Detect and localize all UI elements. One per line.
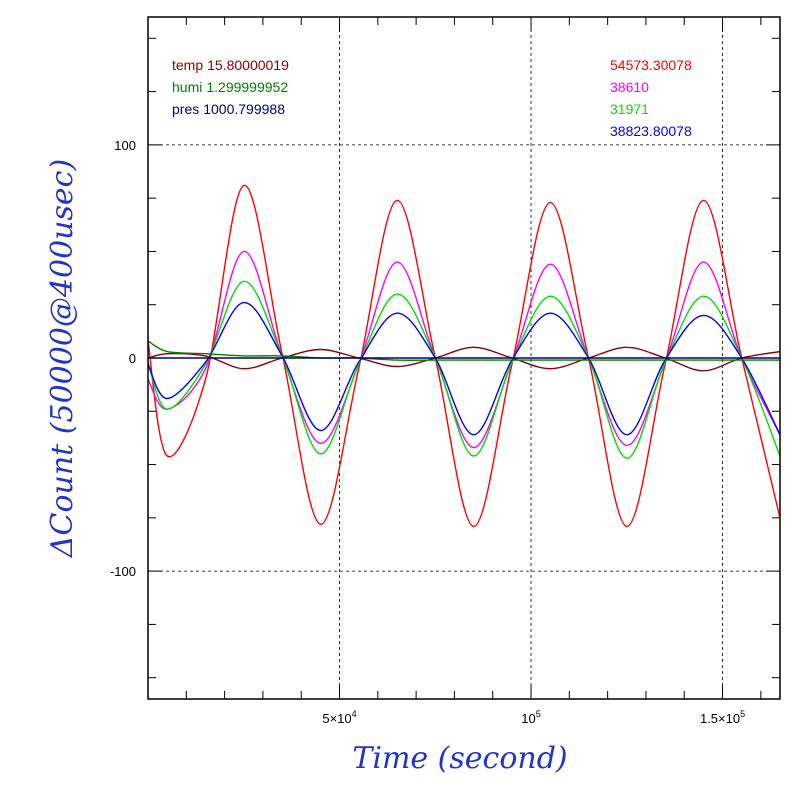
series-line-0 [147, 184, 781, 528]
legend: temp 15.80000019 humi 1.299999952 pres 1000.7… [172, 57, 692, 139]
series-line-5 [147, 340, 780, 361]
x-tick-label: 1.5×105 [700, 709, 745, 726]
legend-value: 1.299999952 [206, 79, 288, 95]
x-tick-label: 105 [521, 709, 540, 726]
y-tick-label: -100 [110, 564, 136, 579]
x-tick-exponent: 5 [536, 709, 541, 719]
x-tick-mantissa: 1.5×10 [700, 711, 740, 726]
legend-name: temp [172, 57, 203, 73]
series-line-2 [147, 280, 781, 459]
y-tick-label: 100 [114, 138, 136, 153]
series-lines [147, 184, 781, 528]
x-tick-exponent: 4 [352, 709, 357, 719]
x-tick-mantissa: 5×10 [322, 711, 351, 726]
y-axis-title: ΔCount (50000@400usec) [45, 159, 80, 558]
legend-count-3: 38823.80078 [610, 123, 692, 139]
series-line-4 [147, 346, 781, 372]
x-tick-exponent: 5 [740, 709, 745, 719]
legend-pres: pres 1000.799988 [172, 101, 285, 117]
legend-temp: temp 15.80000019 [172, 57, 289, 73]
legend-name: humi [172, 79, 202, 95]
legend-count-0: 54573.30078 [610, 57, 692, 73]
y-tick-label: 0 [129, 351, 136, 366]
legend-value: 1000.799988 [203, 101, 285, 117]
legend-count-1: 38610 [610, 79, 649, 95]
x-tick-mantissa: 10 [521, 711, 535, 726]
legend-value: 15.80000019 [207, 57, 289, 73]
legend-count-2: 31971 [610, 101, 649, 117]
legend-name: pres [172, 101, 199, 117]
legend-humi: humi 1.299999952 [172, 79, 288, 95]
plot-frame [147, 16, 781, 700]
x-axis-title: Time (second) [352, 741, 567, 776]
series-line-1 [147, 250, 781, 449]
x-tick-label: 5×104 [322, 709, 356, 726]
